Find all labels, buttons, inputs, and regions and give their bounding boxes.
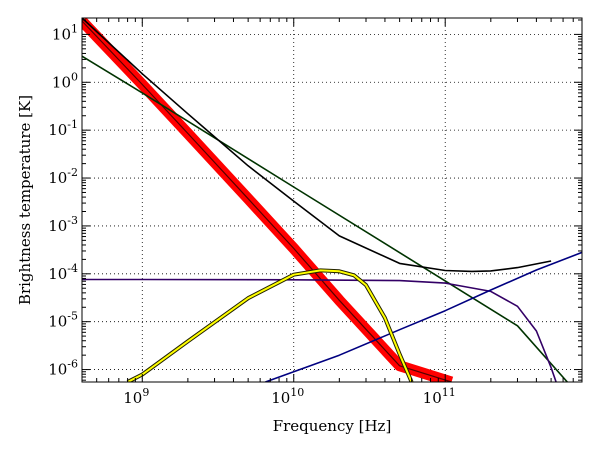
ticks <box>81 18 583 382</box>
y-tick-label: 10-2 <box>48 166 78 187</box>
plot-background <box>82 18 582 382</box>
y-tick-label: 101 <box>52 22 78 43</box>
tick-labels: 109 1010 1011 101 100 10-1 10-2 10-3 10-4 10-5 10-… <box>48 22 456 407</box>
x-tick-label: 1011 <box>423 386 456 407</box>
y-axis-label: Brightness temperature [K] <box>16 95 34 305</box>
plot-frame <box>81 17 583 383</box>
x-tick-label: 109 <box>123 386 149 407</box>
y-tick-label: 10-1 <box>48 118 78 139</box>
y-tick-label: 10-5 <box>48 310 78 331</box>
series-6-line <box>82 18 552 273</box>
series-5-line <box>127 269 413 382</box>
series-1-line <box>82 20 452 382</box>
x-tick-label: 1010 <box>271 386 304 407</box>
y-tick-label: 10-3 <box>48 214 78 235</box>
series-layer <box>82 18 582 382</box>
y-tick-label: 10-6 <box>48 358 78 379</box>
series-4-line <box>265 251 582 382</box>
series-2-line <box>82 55 568 382</box>
x-axis-label: Frequency [Hz] <box>273 417 392 435</box>
series-3-line <box>82 278 557 382</box>
y-tick-label: 10-4 <box>48 262 78 283</box>
y-tick-label: 100 <box>52 70 78 91</box>
